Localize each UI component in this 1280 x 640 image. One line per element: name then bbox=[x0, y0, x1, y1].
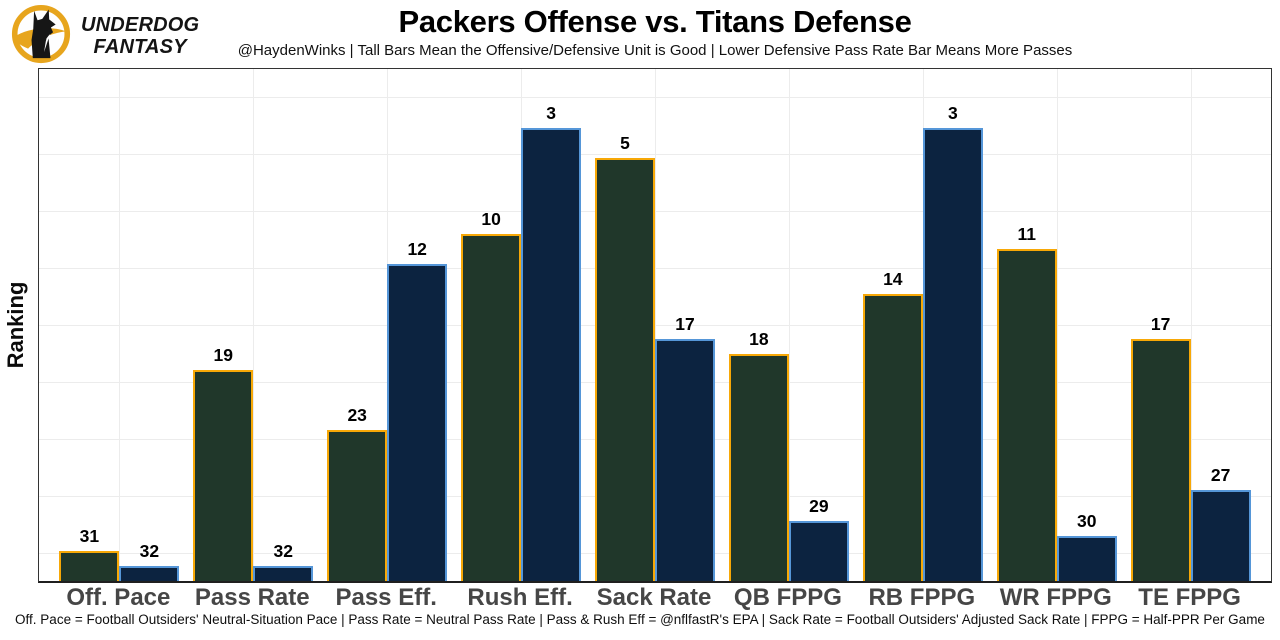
bar-value-label: 10 bbox=[481, 208, 501, 229]
bar-packers-offense-off-pace bbox=[59, 550, 120, 581]
bar-value-label: 31 bbox=[79, 525, 100, 546]
bar-value-label: 17 bbox=[1150, 314, 1171, 335]
bar-titans-defense-te-fppg bbox=[1190, 490, 1251, 581]
brand-line1: UNDERDOG bbox=[81, 14, 200, 37]
bar-value-label: 29 bbox=[809, 495, 829, 516]
footnote: Off. Pace = Football Outsiders' Neutral-… bbox=[15, 612, 1265, 627]
x-axis-tick-labels: Off. Pace Pass Rate Pass Eff. Rush Eff. Sack… bbox=[38, 584, 1272, 612]
bar-value-label: 30 bbox=[1077, 510, 1097, 531]
bar-packers-offense-qb-fppg bbox=[728, 354, 789, 581]
bar-packers-offense-rb-fppg bbox=[862, 294, 923, 581]
bar-titans-defense-off-pace bbox=[119, 565, 180, 581]
bar-value-label: 27 bbox=[1210, 465, 1231, 486]
underdog-dog-icon bbox=[11, 4, 71, 64]
bar-value-label: 3 bbox=[947, 102, 958, 123]
underdog-fantasy-logo: UNDERDOG FANTASY bbox=[10, 3, 199, 65]
x-tick-label-sack-rate: Sack Rate bbox=[596, 584, 712, 611]
bar-packers-offense-te-fppg bbox=[1130, 339, 1191, 581]
bar-titans-defense-qb-fppg bbox=[788, 520, 849, 581]
bar-packers-offense-pass-eff- bbox=[327, 429, 388, 581]
brand-wordmark: UNDERDOG FANTASY bbox=[81, 9, 199, 58]
bar-titans-defense-sack-rate bbox=[655, 339, 715, 581]
plot-area: 31 19 23 10 5 18 14 11 17 32 32 12 3 17 29 3 30 27 bbox=[38, 68, 1272, 583]
gridline-vertical bbox=[1056, 69, 1058, 581]
bar-value-label: 23 bbox=[347, 404, 367, 425]
bar-value-label: 19 bbox=[213, 344, 233, 365]
gridline-vertical bbox=[788, 69, 790, 581]
x-tick-label-qb-fppg: QB FPPG bbox=[733, 584, 842, 611]
bar-value-label: 5 bbox=[620, 133, 630, 154]
bar-value-label: 14 bbox=[883, 269, 903, 290]
x-tick-label-off-pace: Off. Pace bbox=[66, 584, 171, 611]
bar-value-label: 3 bbox=[546, 102, 556, 123]
x-tick-label-te-fppg: TE FPPG bbox=[1138, 584, 1241, 611]
gridline-vertical bbox=[655, 69, 656, 581]
bar-packers-offense-pass-rate bbox=[193, 369, 254, 581]
bar-titans-defense-rush-eff- bbox=[521, 127, 582, 581]
bar-packers-offense-rush-eff- bbox=[461, 233, 522, 581]
bar-value-label: 18 bbox=[749, 329, 769, 350]
brand-line2: FANTASY bbox=[93, 36, 187, 58]
bar-packers-offense-sack-rate bbox=[595, 158, 655, 581]
chart-title: Packers Offense vs. Titans Defense bbox=[398, 4, 912, 39]
bar-value-label: 12 bbox=[407, 238, 427, 259]
bar-value-label: 32 bbox=[273, 540, 293, 561]
bar-titans-defense-pass-eff- bbox=[387, 263, 448, 581]
bar-value-label: 17 bbox=[675, 314, 695, 335]
chart-subtitle: @HaydenWinks | Tall Bars Mean the Offens… bbox=[237, 42, 1073, 59]
x-tick-label-pass-eff-: Pass Eff. bbox=[335, 584, 437, 611]
bar-titans-defense-pass-rate bbox=[253, 565, 314, 581]
x-tick-label-rb-fppg: RB FPPG bbox=[868, 584, 976, 611]
bar-titans-defense-wr-fppg bbox=[1056, 535, 1117, 581]
bar-value-label: 11 bbox=[1017, 223, 1036, 244]
bar-titans-defense-rb-fppg bbox=[922, 127, 983, 581]
x-tick-label-pass-rate: Pass Rate bbox=[194, 584, 310, 611]
bar-packers-offense-wr-fppg bbox=[996, 248, 1057, 581]
x-tick-label-wr-fppg: WR FPPG bbox=[999, 584, 1112, 611]
gridline-vertical bbox=[119, 69, 121, 581]
y-axis-label: Ranking bbox=[3, 281, 28, 369]
gridline-vertical bbox=[1190, 69, 1192, 581]
x-tick-label-rush-eff-: Rush Eff. bbox=[467, 584, 573, 611]
gridline-vertical bbox=[253, 69, 255, 581]
bar-value-label: 32 bbox=[139, 540, 160, 561]
